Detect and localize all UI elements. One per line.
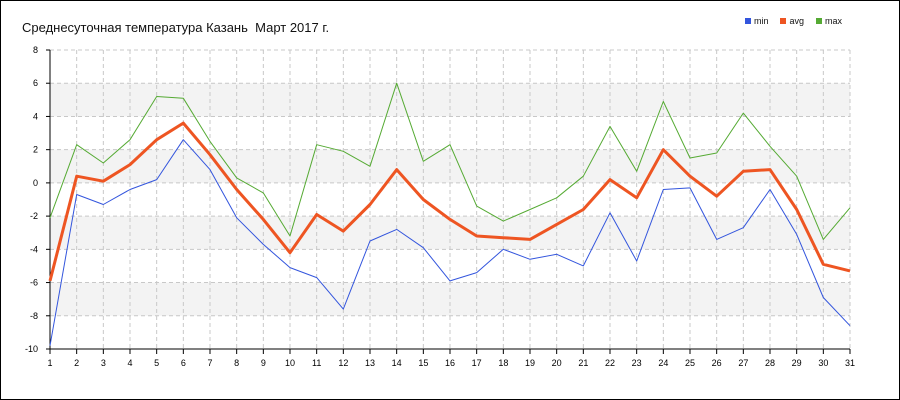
x-tick-label: 15 [418, 358, 428, 368]
x-tick-label: 10 [285, 358, 295, 368]
x-tick-label: 18 [498, 358, 508, 368]
x-tick-label: 11 [312, 358, 321, 368]
x-tick-label: 19 [525, 358, 535, 368]
x-tick-label: 12 [338, 358, 348, 368]
legend-item-min: min [744, 16, 769, 26]
chart-legend: min avg max [744, 16, 842, 26]
x-tick-label: 26 [712, 358, 722, 368]
y-tick-label: 6 [33, 78, 38, 88]
legend-label-avg: avg [789, 16, 804, 26]
x-tick-label: 30 [818, 358, 828, 368]
x-tick-label: 25 [685, 358, 695, 368]
x-tick-label: 13 [365, 358, 375, 368]
legend-label-max: max [824, 16, 842, 26]
x-tick-label: 29 [792, 358, 802, 368]
x-tick-label: 22 [605, 358, 615, 368]
x-tick-label: 9 [261, 358, 266, 368]
x-tick-label: 3 [101, 358, 106, 368]
x-tick-label: 28 [765, 358, 775, 368]
x-tick-label: 21 [578, 358, 588, 368]
legend-swatch-min [744, 18, 751, 24]
x-tick-label: 14 [392, 358, 402, 368]
x-tick-label: 31 [845, 358, 855, 368]
legend-item-avg: avg [780, 16, 804, 26]
chart-title: Среднесуточная температура Казань Март 2… [22, 20, 330, 35]
x-tick-label: 7 [207, 358, 212, 368]
y-tick-label: -8 [30, 311, 38, 321]
x-tick-label: 24 [658, 358, 668, 368]
x-tick-label: 20 [552, 358, 562, 368]
legend-label-min: min [753, 16, 769, 26]
y-tick-label: 8 [33, 45, 38, 55]
x-tick-label: 4 [127, 358, 132, 368]
legend-swatch-max [815, 18, 822, 24]
x-tick-label: 16 [445, 358, 455, 368]
legend-swatch-avg [780, 18, 787, 24]
y-tick-label: -4 [30, 244, 38, 254]
x-tick-label: 1 [47, 358, 52, 368]
x-tick-label: 2 [74, 358, 79, 368]
y-tick-label: 2 [33, 145, 38, 155]
x-tick-label: 23 [632, 358, 642, 368]
y-tick-label: -6 [30, 278, 38, 288]
y-tick-label: 4 [33, 111, 38, 121]
series-line-min [49, 139, 851, 346]
y-tick-label: -10 [25, 344, 38, 354]
series-line-avg [48, 121, 851, 282]
legend-item-max: max [815, 16, 842, 26]
x-tick-label: 27 [738, 358, 748, 368]
x-tick-label: 17 [472, 358, 482, 368]
y-tick-label: 0 [33, 178, 38, 188]
y-tick-label: -2 [30, 211, 38, 221]
x-tick-label: 5 [154, 358, 159, 368]
series-line-max [49, 82, 851, 240]
x-tick-label: 6 [181, 358, 186, 368]
x-tick-label: 8 [234, 358, 239, 368]
